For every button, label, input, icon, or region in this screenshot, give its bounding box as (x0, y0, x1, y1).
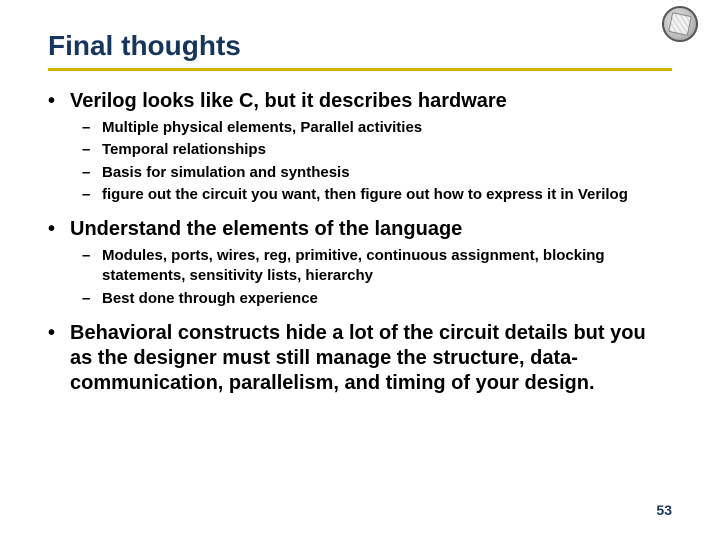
bullet-level2: – Multiple physical elements, Parallel a… (82, 118, 672, 138)
page-number: 53 (656, 502, 672, 518)
bullet-text: Best done through experience (102, 289, 318, 309)
bullet-text: Basis for simulation and synthesis (102, 163, 350, 183)
bullet-text: Modules, ports, wires, reg, primitive, c… (102, 246, 672, 287)
bullet-level2: – Best done through experience (82, 289, 672, 309)
bullet-text: Understand the elements of the language (70, 217, 462, 242)
bullet-level2: – figure out the circuit you want, then … (82, 185, 672, 205)
dash-marker: – (82, 163, 102, 183)
bullet-group: • Understand the elements of the languag… (48, 217, 672, 309)
bullet-level2: – Basis for simulation and synthesis (82, 163, 672, 183)
dash-marker: – (82, 118, 102, 138)
bullet-text: Temporal relationships (102, 140, 266, 160)
title-underline (48, 68, 672, 71)
bullet-text: Behavioral constructs hide a lot of the … (70, 321, 672, 396)
bullet-level1: • Behavioral constructs hide a lot of th… (48, 321, 672, 396)
bullet-text: Multiple physical elements, Parallel act… (102, 118, 422, 138)
bullet-level2: – Temporal relationships (82, 140, 672, 160)
bullet-text: figure out the circuit you want, then fi… (102, 185, 628, 205)
bullet-marker: • (48, 217, 70, 242)
dash-marker: – (82, 246, 102, 287)
bullet-level1: • Understand the elements of the languag… (48, 217, 672, 242)
bullet-group: • Behavioral constructs hide a lot of th… (48, 321, 672, 396)
bullet-marker: • (48, 321, 70, 396)
bullet-level2: – Modules, ports, wires, reg, primitive,… (82, 246, 672, 287)
seal-logo-icon (662, 6, 698, 42)
dash-marker: – (82, 185, 102, 205)
slide-title: Final thoughts (48, 30, 672, 62)
bullet-level1: • Verilog looks like C, but it describes… (48, 89, 672, 114)
slide: Final thoughts • Verilog looks like C, b… (0, 0, 720, 540)
dash-marker: – (82, 289, 102, 309)
bullet-text: Verilog looks like C, but it describes h… (70, 89, 507, 114)
dash-marker: – (82, 140, 102, 160)
bullet-group: • Verilog looks like C, but it describes… (48, 89, 672, 205)
slide-content: • Verilog looks like C, but it describes… (48, 89, 672, 396)
bullet-marker: • (48, 89, 70, 114)
